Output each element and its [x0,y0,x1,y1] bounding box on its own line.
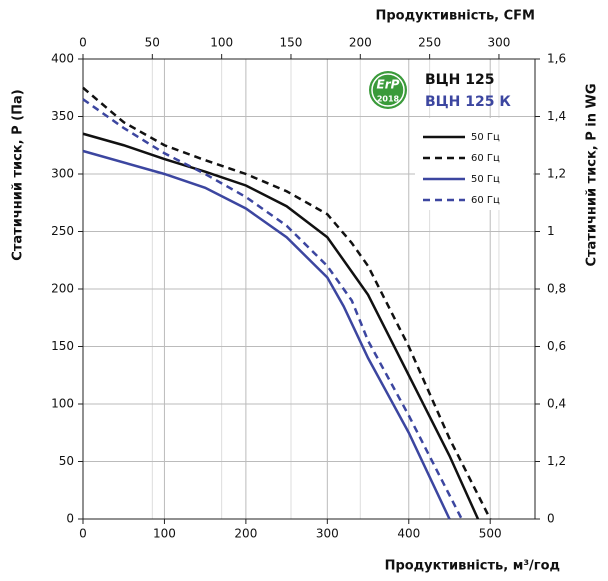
y2-tick-label: 1,2 [547,167,566,181]
legend-label: 50 Гц [471,132,500,143]
erp-badge-ring [371,73,405,107]
y-tick-label: 300 [51,167,74,181]
x-tick-label: 0 [79,527,87,541]
y2-tick-label: 0 [547,512,555,526]
model-title: ВЦН 125 [425,72,494,88]
erp-badge-year: 2018 [377,95,400,104]
x-axis-title: Продуктивність, м³/год [385,559,560,574]
x2-tick-label: 50 [145,36,160,50]
y-tick-label: 250 [51,224,74,238]
y-tick-label: 100 [51,397,74,411]
y-tick-label: 0 [66,512,74,526]
y-axis-title: Статичний тиск, P (Па) [11,89,26,260]
line-series [82,86,492,520]
y2-axis-title: Статичний тиск, P in WG [585,83,600,266]
x-tick-label: 200 [234,527,257,541]
x2-tick-label: 250 [418,36,441,50]
legend-label: 50 Гц [471,174,500,185]
erp-badge [369,71,407,109]
y-tick-label: 150 [51,339,74,353]
y2-tick-label: 1,4 [547,109,566,123]
x2-axis-title: Продуктивність, CFM [375,9,535,24]
x-tick-label: 500 [479,527,502,541]
y2-tick-label: 0,8 [547,282,566,296]
x2-tick-label: 100 [210,36,233,50]
x-tick-label: 100 [153,527,176,541]
y-tick-label: 400 [51,52,74,66]
x2-tick-label: 0 [79,36,87,50]
y2-tick-label: 0,4 [547,397,566,411]
line-series [82,98,463,520]
y-tick-label: 200 [51,282,74,296]
legend-box [415,118,533,210]
y2-tick-label: 1 [547,224,555,238]
y2-tick-label: 1,6 [547,52,566,66]
legend-label: 60 Гц [471,153,500,164]
line-series [82,132,480,520]
x2-tick-label: 200 [349,36,372,50]
erp-badge-text: ErP [377,78,400,92]
line-series [82,149,451,520]
y2-tick-label: 0,6 [547,339,566,353]
x-tick-label: 300 [316,527,339,541]
model-title: ВЦН 125 К [425,94,511,110]
x2-tick-label: 150 [280,36,303,50]
y-tick-label: 350 [51,109,74,123]
x-tick-label: 400 [397,527,420,541]
legend-label: 60 Гц [471,195,500,206]
x2-tick-label: 300 [487,36,510,50]
y-tick-label: 50 [59,454,74,468]
y2-tick-label: 1,2 [547,454,566,468]
